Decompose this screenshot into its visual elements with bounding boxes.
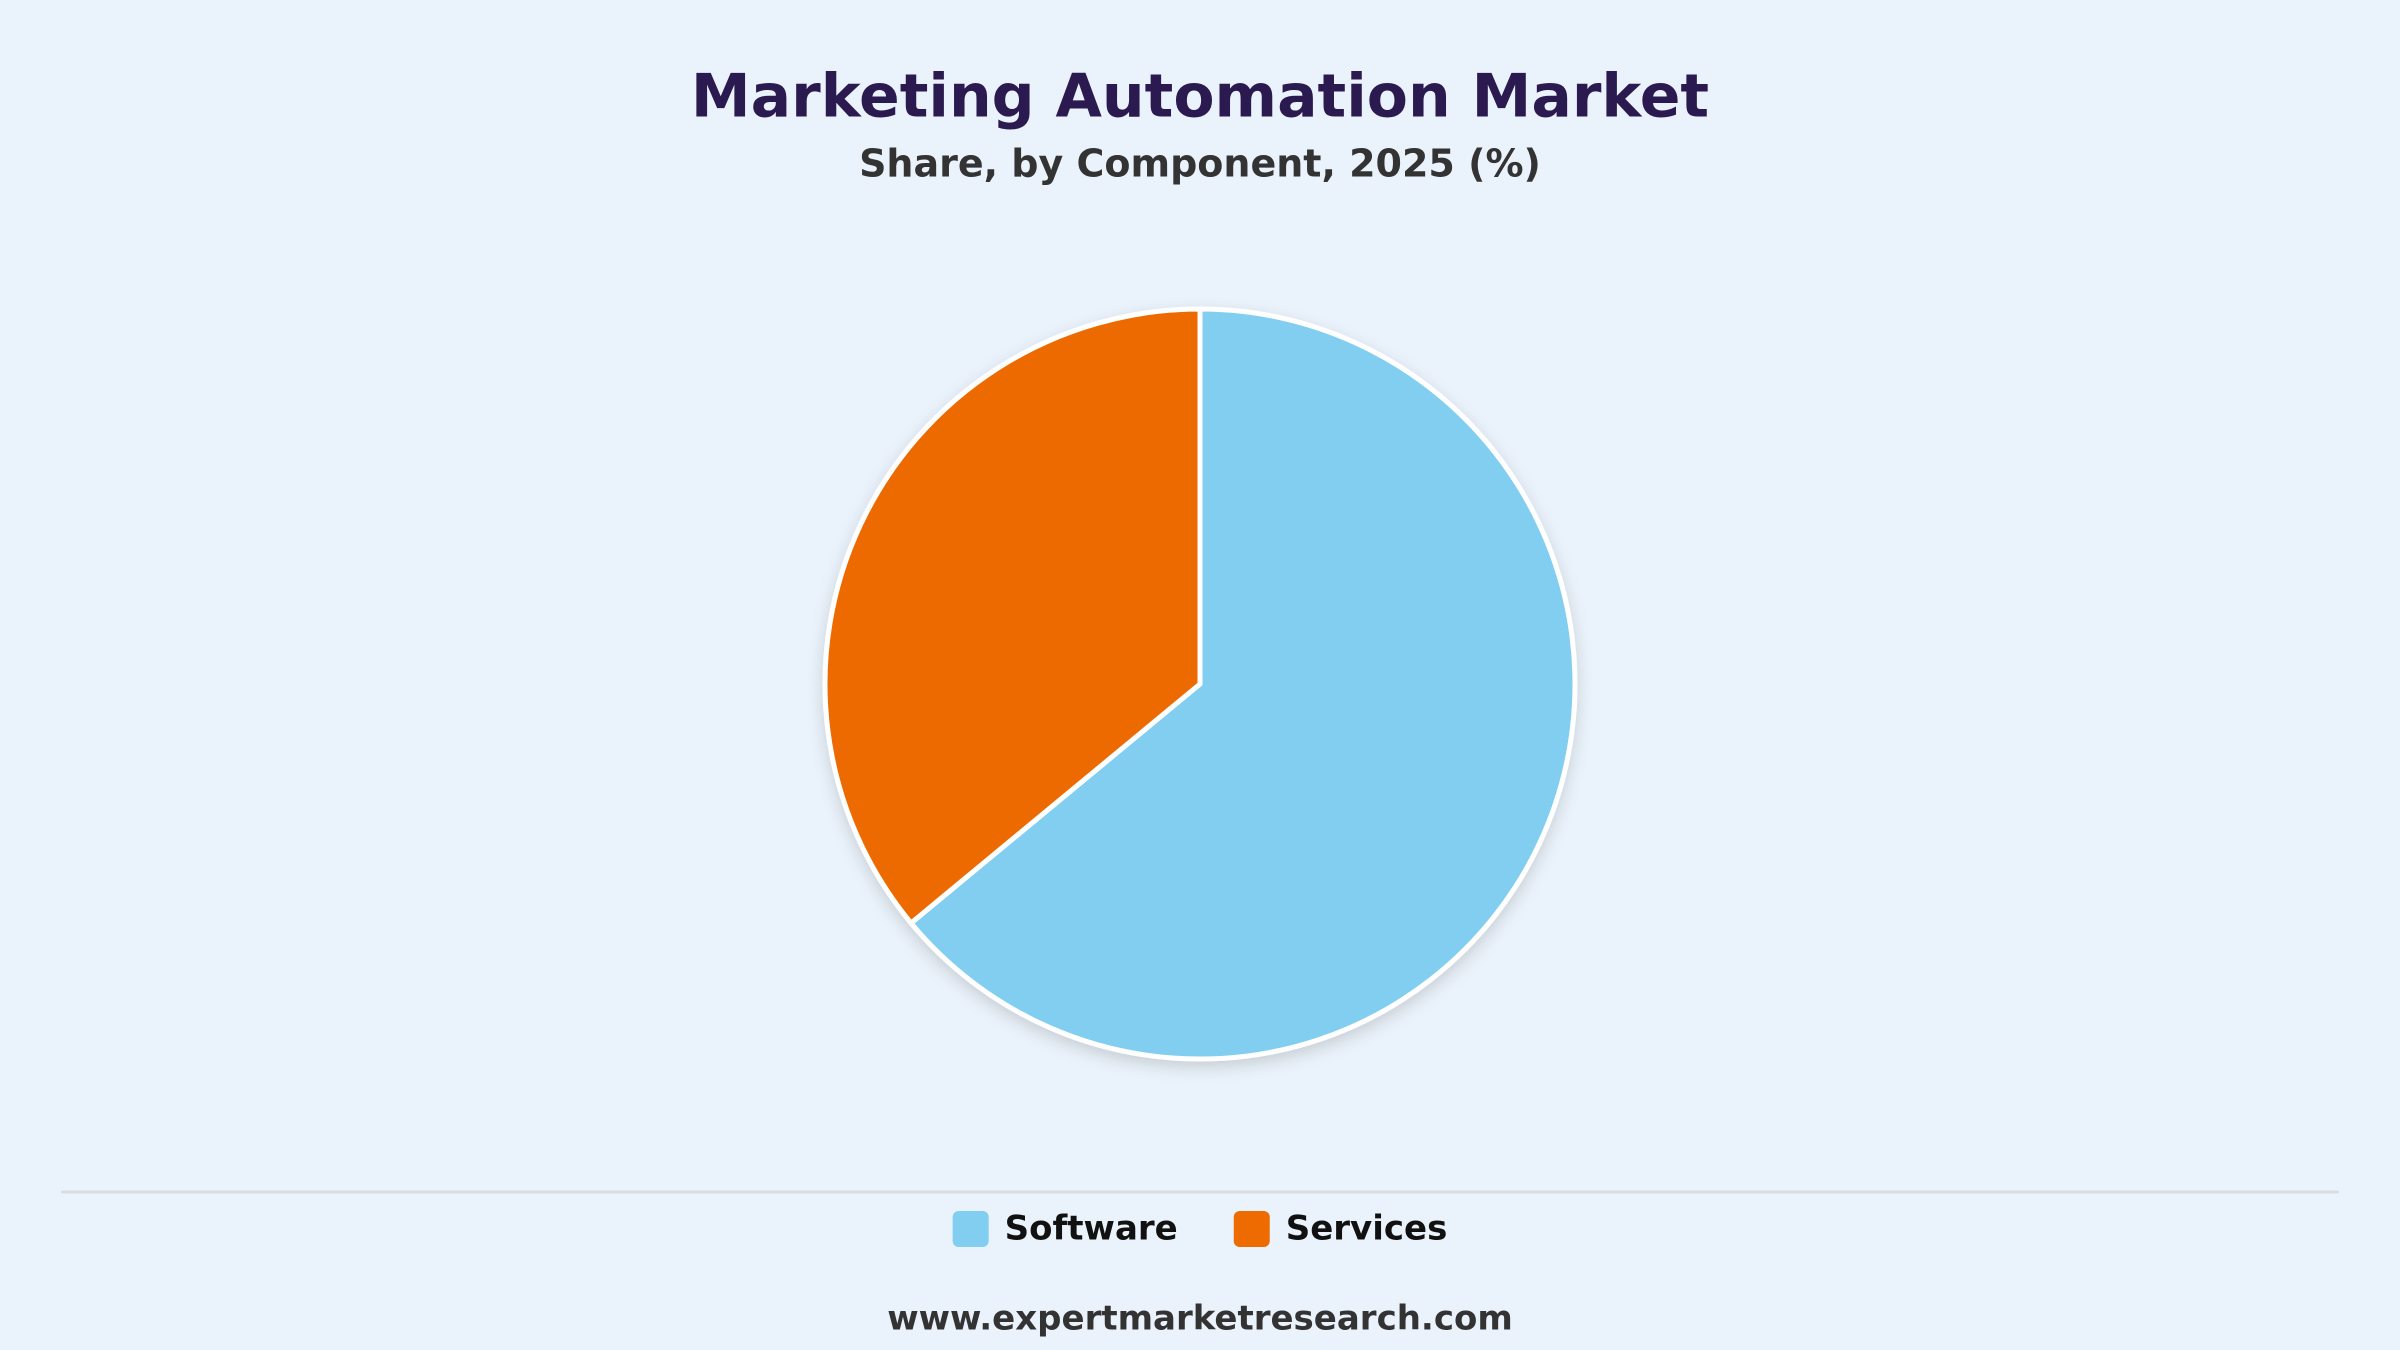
chart-title: Marketing Automation Market: [691, 62, 1709, 132]
pie-slice: [908, 306, 1578, 1062]
pie-slice: [822, 306, 1203, 926]
legend-swatch: [952, 1211, 989, 1247]
source: www.expertmarketresearch.com: [887, 1299, 1513, 1339]
pie: [822, 306, 1578, 1062]
legend-item: Software: [952, 1209, 1178, 1249]
legend-label: Software: [1005, 1209, 1178, 1249]
legend-label: Services: [1286, 1209, 1448, 1249]
legend: Software Services: [952, 1209, 1448, 1249]
legend-item: Services: [1233, 1209, 1448, 1249]
chart-subtitle: Share, by Component, 2025 (%): [859, 142, 1541, 186]
legend-swatch: [1233, 1211, 1270, 1247]
